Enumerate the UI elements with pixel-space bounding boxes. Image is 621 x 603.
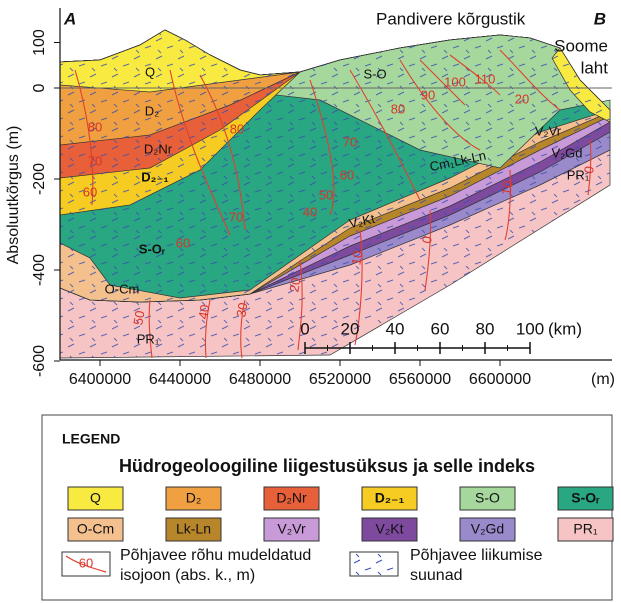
scale-label: 0 — [300, 319, 309, 338]
isoline-label: 50 — [130, 309, 147, 326]
y-tick-label: 0 — [31, 83, 48, 92]
legend-label: S-Oᵣ — [571, 490, 600, 506]
unit-label: V₂Gd — [551, 145, 582, 160]
isoline-label: 70 — [88, 153, 102, 168]
isoline-label: 30 — [233, 301, 250, 318]
y-tick-label: -200 — [31, 163, 48, 195]
isoline-label: 70 — [343, 134, 357, 149]
x-tick-label: 6440000 — [149, 371, 211, 388]
unit-label: D₂₋₁ — [141, 169, 168, 184]
x-tick-label: 6520000 — [309, 371, 371, 388]
legend-label: Lk-Ln — [176, 521, 211, 537]
scale-label: 80 — [476, 319, 495, 338]
unit-label: Q — [145, 64, 155, 79]
isoline-label: 20 — [515, 91, 529, 106]
isoline-label: 60 — [176, 235, 190, 250]
place-name: Pandivere kõrgustik — [376, 9, 526, 28]
isoline-label: 40 — [195, 303, 212, 320]
legend-text: Põhjavee rõhu mudeldatud — [120, 547, 311, 564]
isoline-label: 10 — [348, 249, 365, 266]
y-axis-title: Absoluutkõrgus (m) — [5, 126, 22, 265]
isoline-label: 80 — [391, 101, 405, 116]
x-tick-label: 6560000 — [389, 371, 451, 388]
x-tick-label: 6480000 — [229, 371, 291, 388]
legend-title: Hüdrogeoloogiline liigestusüksus ja sell… — [119, 456, 535, 476]
legend-label: S-O — [475, 490, 500, 506]
scale-unit: (km) — [548, 319, 582, 338]
unit-label: V₂Vr — [535, 123, 562, 138]
unit-label: S-Oᵣ — [139, 241, 166, 256]
isoline-label: 60 — [340, 167, 354, 182]
place-name: Soome — [554, 36, 608, 55]
legend-label: O-Cm — [77, 521, 114, 537]
isoline-label: 100 — [444, 74, 466, 89]
x-tick-label: 6600000 — [469, 371, 531, 388]
scale-label: 40 — [386, 319, 405, 338]
scale-label: 60 — [431, 319, 450, 338]
legend: LEGEND Hüdrogeoloogiline liigestusüksus … — [42, 415, 613, 600]
legend-label: D₂ — [186, 490, 202, 506]
legend-label: Q — [90, 490, 101, 506]
legend-label: D₂₋₁ — [375, 490, 405, 506]
isoline-label: 60 — [83, 184, 97, 199]
unit-label: O-Cm — [105, 281, 140, 296]
legend-label: V₂Kt — [376, 521, 404, 537]
cross-section — [60, 30, 612, 358]
y-tick-label: -600 — [31, 345, 48, 377]
legend-label: PR₁ — [573, 521, 597, 537]
y-tick-label: -400 — [31, 254, 48, 286]
isoline-label: 80 — [88, 119, 102, 134]
y-tick-label: 100 — [31, 29, 48, 56]
isoline-label: 110 — [475, 71, 496, 86]
legend-text: Põhjavee liikumise — [410, 547, 543, 564]
x-axis-unit: (m) — [591, 371, 615, 388]
isoline-label: 80 — [230, 121, 244, 136]
scale-label: 20 — [341, 319, 360, 338]
legend-text: suunad — [410, 567, 463, 584]
figure: Q D₂ D₂Nr D₂₋₁ S-O S-Oᵣ O-Cm PR₁ Cm₁Lk-L… — [0, 0, 621, 603]
isoline-label: 70 — [229, 209, 243, 224]
x-tick-label: 6400000 — [69, 371, 131, 388]
legend-label: V₂Vr — [277, 521, 306, 537]
legend-text: isojoon (abs. k., m) — [120, 567, 255, 584]
unit-label: D₂ — [145, 103, 159, 118]
unit-label: D₂Nr — [144, 141, 173, 156]
section-end: B — [594, 9, 606, 28]
isoline-label: 50 — [319, 187, 333, 202]
unit-label: S-O — [363, 66, 386, 81]
isoline-label: 40 — [303, 204, 317, 219]
isoline-sample-label: 60 — [79, 555, 93, 570]
legend-heading: LEGEND — [62, 431, 120, 447]
scale-label: 100 — [516, 319, 544, 338]
isoline-label: 90 — [421, 87, 435, 102]
isoline-label: 10 — [498, 179, 515, 196]
section-end: A — [63, 9, 76, 28]
legend-label: D₂Nr — [276, 490, 307, 506]
isoline-label: 20 — [286, 276, 303, 293]
unit-label: PR₁ — [137, 331, 160, 346]
legend-swatch — [350, 552, 398, 576]
place-name: laht — [581, 58, 609, 77]
legend-label: V₂Gd — [471, 521, 504, 537]
